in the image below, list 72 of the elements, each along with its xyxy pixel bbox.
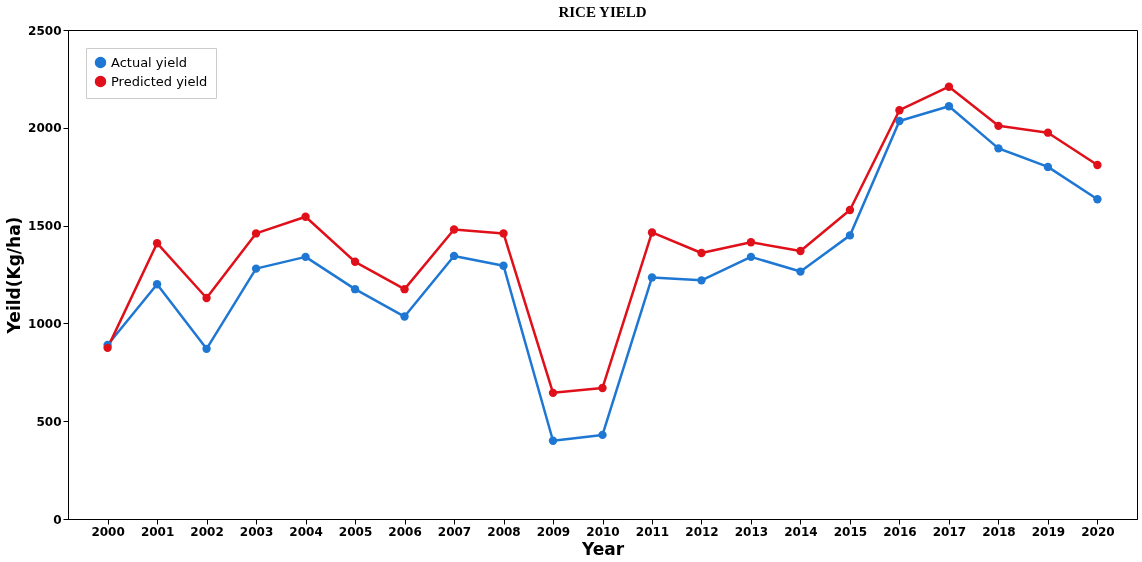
point — [647, 228, 657, 237]
x-tick-label: 2013 — [734, 524, 769, 539]
point — [647, 273, 657, 282]
point — [1093, 160, 1102, 170]
x-tick-label: 2009 — [536, 524, 571, 539]
point — [400, 285, 409, 294]
point — [301, 252, 310, 262]
x-tick-label: 2005 — [338, 524, 373, 539]
x-tick-label: 2017 — [932, 524, 967, 539]
point — [598, 430, 607, 440]
y-axis-title: Yeild(Kg/ha) — [4, 216, 25, 335]
point — [152, 280, 162, 289]
point — [301, 212, 310, 221]
point — [499, 261, 508, 270]
point — [895, 116, 904, 126]
x-tick-label: 2011 — [635, 524, 670, 539]
y-tick-label: 2500 — [28, 23, 62, 38]
point — [1093, 195, 1102, 204]
point — [1043, 128, 1053, 137]
x-tick-label: 2014 — [784, 524, 818, 539]
y-tick-label: 0 — [53, 512, 62, 527]
x-tick-label: 2019 — [1031, 524, 1066, 539]
x-axis-title: Year — [580, 538, 625, 559]
point — [994, 144, 1003, 153]
point — [845, 231, 855, 240]
point — [251, 229, 261, 238]
point — [944, 102, 954, 111]
x-tick-label: 2003 — [239, 524, 274, 539]
point — [548, 436, 558, 445]
point — [1043, 162, 1053, 172]
x-tick-label: 2000 — [91, 524, 125, 539]
point — [895, 106, 904, 115]
x-tick-label: 2015 — [833, 524, 868, 539]
point — [350, 285, 360, 294]
point — [845, 205, 855, 215]
point — [202, 344, 211, 353]
point — [944, 82, 954, 91]
point — [499, 229, 508, 238]
x-tick-label: 2001 — [140, 524, 175, 539]
x-tick-label: 2004 — [289, 524, 323, 539]
y-tick-label: 1500 — [28, 219, 62, 234]
point — [202, 293, 211, 303]
legend-label: Actual yield — [111, 54, 188, 70]
point — [548, 388, 558, 398]
chart-title: RICE YIELD — [558, 4, 647, 20]
point — [598, 383, 607, 393]
point — [746, 238, 756, 247]
point — [152, 239, 162, 248]
point — [994, 121, 1003, 131]
legend-label: Predicted yield — [111, 73, 208, 89]
x-tick-label: 2002 — [190, 524, 224, 539]
x-tick-label: 2018 — [982, 524, 1016, 539]
x-tick-label: 2012 — [685, 524, 719, 539]
point — [251, 264, 261, 273]
point — [350, 257, 360, 266]
point — [697, 248, 706, 258]
point — [449, 225, 459, 234]
x-tick-label: 2010 — [586, 524, 620, 539]
x-tick-label: 2008 — [487, 524, 521, 539]
point — [449, 251, 459, 261]
x-tick-label: 2020 — [1081, 524, 1115, 539]
point — [796, 267, 805, 276]
y-tick-label: 500 — [36, 414, 62, 429]
point — [400, 312, 409, 321]
x-tick-label: 2007 — [437, 524, 472, 539]
point — [746, 252, 756, 262]
point — [796, 246, 805, 256]
y-tick-label: 1000 — [28, 316, 62, 331]
x-tick-label: 2006 — [388, 524, 422, 539]
point — [697, 276, 706, 285]
y-tick-label: 2000 — [28, 121, 62, 136]
x-tick-label: 2016 — [883, 524, 917, 539]
